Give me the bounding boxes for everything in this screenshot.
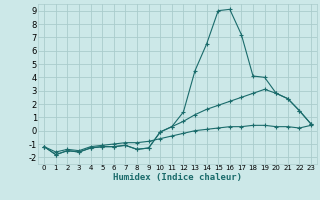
X-axis label: Humidex (Indice chaleur): Humidex (Indice chaleur) bbox=[113, 173, 242, 182]
